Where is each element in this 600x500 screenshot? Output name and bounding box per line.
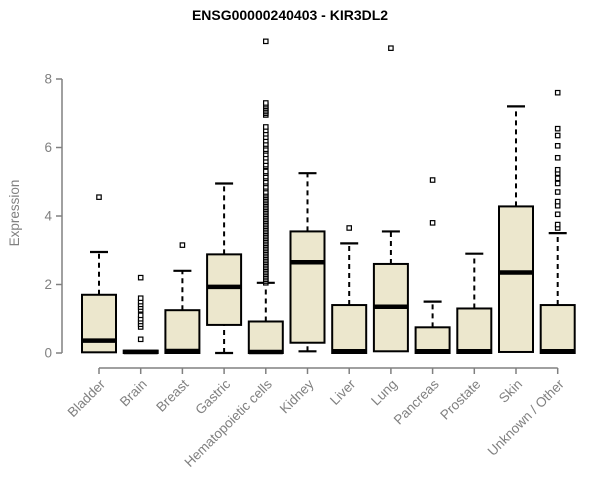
y-tick-label-0: 0 bbox=[44, 346, 52, 361]
box-lung bbox=[372, 45, 409, 353]
y-tick-label-8: 8 bbox=[44, 72, 52, 87]
outlier-point bbox=[554, 89, 561, 96]
outlier-point bbox=[429, 177, 436, 183]
box-breast bbox=[164, 242, 201, 354]
outlier-point bbox=[554, 221, 561, 228]
outlier-point bbox=[554, 180, 561, 187]
outlier-point bbox=[554, 189, 561, 195]
box-prostate bbox=[456, 252, 493, 355]
outlier-point bbox=[554, 211, 561, 218]
chart-title: ENSG00000240403 - KIR3DL2 bbox=[191, 7, 389, 23]
outlier-point bbox=[554, 175, 561, 182]
outlier-point bbox=[554, 198, 561, 205]
x-tick-label-bladder: Bladder bbox=[65, 376, 109, 420]
outlier-point bbox=[263, 124, 269, 130]
x-tick-label-gastric: Gastric bbox=[192, 376, 233, 417]
x-tick-label-unknown-other: Unknown / Other bbox=[485, 376, 568, 459]
y-axis: 0 2 4 6 8 Expression bbox=[7, 72, 63, 361]
x-tick-label-liver: Liver bbox=[327, 376, 359, 408]
x-tick-label-pancreas: Pancreas bbox=[391, 376, 442, 427]
iqr-box bbox=[206, 253, 243, 326]
outlier-point bbox=[96, 194, 102, 200]
iqr-box bbox=[247, 320, 284, 354]
outlier-point bbox=[554, 132, 561, 139]
outlier-point bbox=[263, 168, 269, 175]
y-tick-label-4: 4 bbox=[44, 209, 52, 224]
x-tick-label-skin: Skin bbox=[496, 377, 525, 406]
iqr-box bbox=[539, 304, 576, 354]
iqr-box bbox=[164, 309, 201, 354]
x-tick-label-lung: Lung bbox=[368, 377, 400, 409]
iqr-box bbox=[289, 230, 326, 344]
box-bladder bbox=[81, 194, 117, 354]
box-unknown-other bbox=[539, 89, 576, 354]
box-brain bbox=[122, 274, 159, 355]
y-axis-title: Expression bbox=[7, 180, 22, 247]
box-kidney bbox=[289, 172, 326, 353]
outlier-point bbox=[137, 274, 144, 281]
iqr-box bbox=[331, 304, 368, 354]
box-pancreas bbox=[414, 177, 451, 354]
box-hematopoietic-cells bbox=[247, 38, 284, 355]
box-skin bbox=[498, 105, 534, 353]
outlier-point bbox=[429, 220, 436, 226]
outlier-point bbox=[137, 312, 144, 319]
outlier-point bbox=[554, 166, 561, 173]
box-liver bbox=[331, 225, 368, 354]
iqr-box bbox=[456, 307, 493, 355]
outlier-point bbox=[554, 142, 561, 149]
x-tick-label-kidney: Kidney bbox=[277, 376, 317, 416]
outlier-point bbox=[179, 242, 186, 248]
x-tick-label-brain: Brain bbox=[117, 377, 150, 410]
outlier-point bbox=[346, 225, 353, 231]
outlier-point bbox=[263, 100, 269, 106]
outlier-point bbox=[137, 295, 144, 302]
outlier-point bbox=[137, 336, 144, 343]
outlier-point bbox=[554, 154, 561, 161]
iqr-box bbox=[81, 293, 117, 354]
x-tick-label-prostate: Prostate bbox=[437, 377, 483, 423]
y-tick-label-2: 2 bbox=[44, 277, 52, 292]
box-gastric bbox=[206, 182, 243, 355]
x-tick-label-breast: Breast bbox=[153, 376, 191, 414]
outlier-point bbox=[554, 125, 561, 132]
iqr-box bbox=[498, 205, 534, 353]
outlier-point bbox=[263, 38, 269, 45]
y-tick-label-6: 6 bbox=[44, 140, 52, 155]
outlier-point bbox=[388, 45, 394, 51]
